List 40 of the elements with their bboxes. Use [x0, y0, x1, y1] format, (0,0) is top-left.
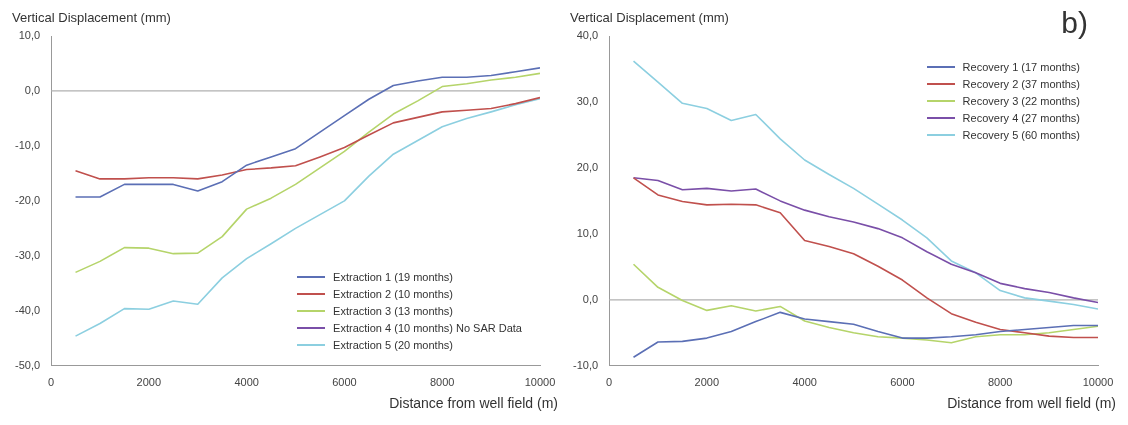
x-axis-title: Distance from well field (m)	[947, 394, 1116, 411]
legend-label: Recovery 5 (60 months)	[962, 128, 1080, 141]
y-axis-title: Vertical Displacement (mm)	[570, 10, 729, 26]
x-tick-label: 6000	[332, 376, 357, 389]
x-tick-label: 8000	[429, 376, 455, 389]
x-tick-label: 2000	[136, 376, 162, 389]
x-tick-label: 10000	[524, 376, 556, 389]
legend-label: Recovery 1 (17 months)	[962, 60, 1080, 73]
y-tick-label: -30,0	[14, 248, 41, 261]
y-tick-label: 10,0	[576, 226, 599, 239]
y-tick-label: 10,0	[18, 29, 41, 42]
x-tick-label: 10000	[1082, 376, 1114, 389]
legend-label: Extraction 2 (10 months)	[333, 287, 453, 300]
x-tick-label: 4000	[792, 376, 817, 389]
annotation: b)	[1061, 6, 1088, 40]
legend-label: Recovery 3 (22 months)	[962, 94, 1080, 107]
y-tick-label: 0,0	[24, 84, 41, 96]
x-tick-label: 0	[606, 376, 613, 389]
x-tick-label: 0	[48, 376, 55, 389]
x-tick-label: 2000	[694, 376, 720, 389]
legend-label: Recovery 2 (37 months)	[962, 77, 1080, 90]
legend-label: Extraction 4 (10 months) No SAR Data	[333, 321, 522, 334]
y-tick-label: 0,0	[582, 292, 599, 305]
x-tick-label: 4000	[234, 376, 259, 389]
x-tick-label: 6000	[890, 376, 915, 389]
y-tick-label: 20,0	[576, 160, 599, 173]
y-axis-title: Vertical Displacement (mm)	[12, 10, 171, 26]
y-tick-label: -50,0	[14, 358, 41, 371]
y-tick-label: -20,0	[14, 193, 41, 206]
legend-label: Recovery 4 (27 months)	[962, 111, 1080, 124]
y-tick-label: -40,0	[14, 303, 41, 316]
y-tick-label: -10,0	[14, 138, 41, 151]
x-axis-title: Distance from well field (m)	[389, 394, 558, 411]
x-tick-label: 8000	[987, 376, 1013, 389]
y-tick-label: -10,0	[572, 358, 599, 371]
legend-label: Extraction 1 (19 months)	[333, 270, 453, 283]
y-tick-label: 40,0	[576, 29, 599, 42]
y-tick-label: 30,0	[576, 94, 599, 107]
legend-label: Extraction 3 (13 months)	[333, 304, 453, 317]
legend-label: Extraction 5 (20 months)	[333, 338, 453, 351]
